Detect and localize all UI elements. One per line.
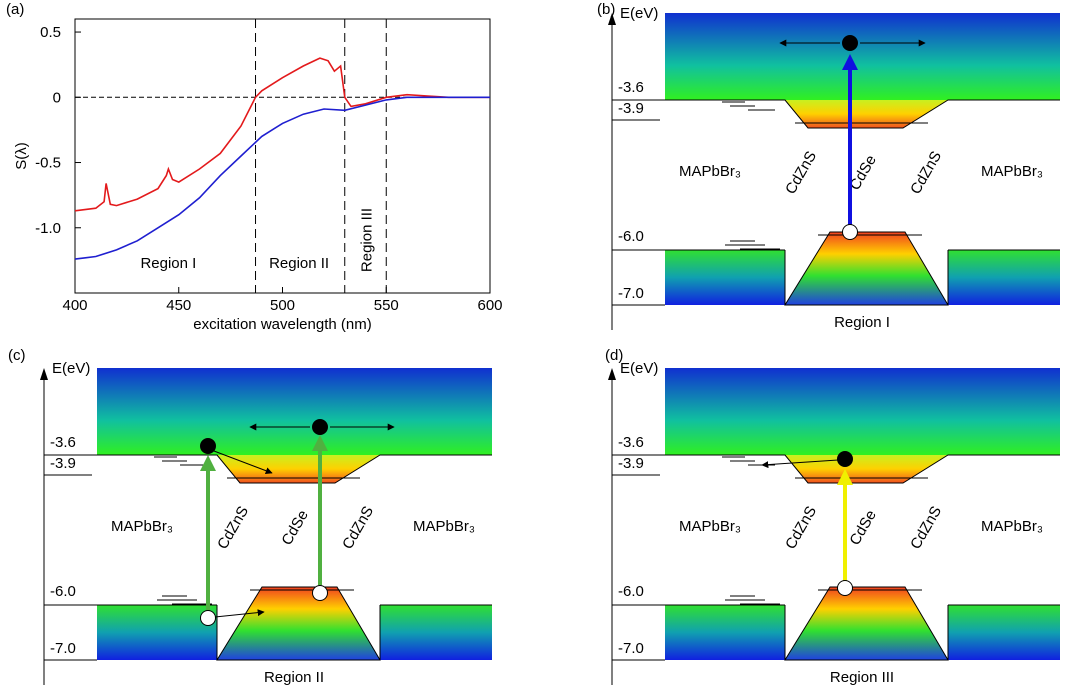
material-label: CdZnS xyxy=(782,503,820,552)
energy-level-label: -3.6 xyxy=(618,434,644,451)
cdse-well xyxy=(785,455,948,483)
valence-band xyxy=(665,605,785,660)
axis-arrow xyxy=(40,368,48,380)
energy-level-label: -6.0 xyxy=(50,583,76,600)
cb-edge xyxy=(612,454,1060,484)
cb-edge xyxy=(612,99,1060,129)
conduction-band xyxy=(665,13,1060,100)
energy-level-label: -3.6 xyxy=(50,434,76,451)
material-label: MAPbBr₃ xyxy=(413,518,475,535)
valence-band xyxy=(97,605,217,660)
hole xyxy=(200,610,216,626)
material-label: MAPbBr₃ xyxy=(679,163,741,180)
y-tick-label: 0.5 xyxy=(40,24,61,41)
diagram-line xyxy=(214,609,265,618)
region-label: Region III xyxy=(359,208,376,272)
valence-band xyxy=(380,605,492,660)
energy-level-label: -7.0 xyxy=(618,285,644,302)
band-diagram: E(eV) -3.6 -3.9 -6.0 -7.0 MAPbBr₃ CdZnS CdSe CdZ… xyxy=(40,360,492,686)
cdse-well xyxy=(785,100,948,128)
cdse-valence xyxy=(216,586,381,661)
panel-label: (b) xyxy=(597,1,615,18)
axis-label: E(eV) xyxy=(52,360,90,377)
material-label: CdZnS xyxy=(907,503,945,552)
valence-band xyxy=(948,250,1060,305)
electron xyxy=(837,451,853,467)
region-label: Region I xyxy=(140,255,196,272)
diagram-line xyxy=(213,450,273,475)
panel-label: (d) xyxy=(605,347,623,364)
cb-edge xyxy=(44,454,492,484)
material-label: MAPbBr₃ xyxy=(981,163,1043,180)
material-label: CdSe xyxy=(278,507,311,548)
x-tick-label: 500 xyxy=(270,297,295,314)
electron xyxy=(842,35,858,51)
x-axis-label: excitation wavelength (nm) xyxy=(193,316,371,333)
y-tick-label: -0.5 xyxy=(35,155,61,172)
conduction-band xyxy=(97,368,492,455)
energy-level-label: -3.9 xyxy=(618,455,644,472)
panel-label: (a) xyxy=(6,1,24,18)
energy-level-label: -7.0 xyxy=(618,640,644,657)
energy-level-label: -6.0 xyxy=(618,583,644,600)
x-tick-label: 400 xyxy=(62,297,87,314)
valence-band xyxy=(665,250,785,305)
energy-level-label: -7.0 xyxy=(50,640,76,657)
region-label: Region III xyxy=(830,669,894,686)
material-label: MAPbBr₃ xyxy=(981,518,1043,535)
axis-arrow xyxy=(608,368,616,380)
energy-level-label: -6.0 xyxy=(618,228,644,245)
cdse-valence xyxy=(784,231,949,306)
hole xyxy=(842,224,858,240)
electron xyxy=(200,438,216,454)
hole xyxy=(837,580,853,596)
cdse-well xyxy=(217,455,380,483)
band-diagram: E(eV) -3.6 -3.9 -6.0 -7.0 MAPbBr₃ CdZnS CdSe CdZ… xyxy=(608,360,1060,686)
energy-level-label: -3.6 xyxy=(618,79,644,96)
panel-label: (c) xyxy=(8,347,26,364)
material-label: MAPbBr₃ xyxy=(679,518,741,535)
cdse-valence xyxy=(784,586,949,661)
x-tick-label: 450 xyxy=(166,297,191,314)
material-label: CdZnS xyxy=(214,503,252,552)
data-line xyxy=(74,57,490,212)
region-label: Region II xyxy=(269,255,329,272)
energy-level-label: -3.9 xyxy=(618,100,644,117)
y-tick-label: 0 xyxy=(53,89,61,106)
axis-label: E(eV) xyxy=(620,360,658,377)
material-label: CdZnS xyxy=(782,148,820,197)
material-label: CdZnS xyxy=(339,503,377,552)
x-tick-label: 600 xyxy=(477,297,502,314)
axis-arrow xyxy=(608,13,616,25)
energy-level-label: -3.9 xyxy=(50,455,76,472)
material-label: CdZnS xyxy=(907,148,945,197)
axis-label: E(eV) xyxy=(620,5,658,22)
material-label: MAPbBr₃ xyxy=(111,518,173,535)
material-label: CdSe xyxy=(846,507,879,548)
data-line xyxy=(74,96,490,260)
region-label: Region I xyxy=(834,314,890,331)
x-tick-label: 550 xyxy=(374,297,399,314)
hole xyxy=(312,585,328,601)
valence-band xyxy=(948,605,1060,660)
y-axis-label: S(λ) xyxy=(13,142,30,170)
region-label: Region II xyxy=(264,669,324,686)
plot-frame xyxy=(74,18,491,294)
y-tick-label: -1.0 xyxy=(35,220,61,237)
electron xyxy=(312,419,328,435)
diagram-line xyxy=(761,459,839,469)
conduction-band xyxy=(665,368,1060,455)
